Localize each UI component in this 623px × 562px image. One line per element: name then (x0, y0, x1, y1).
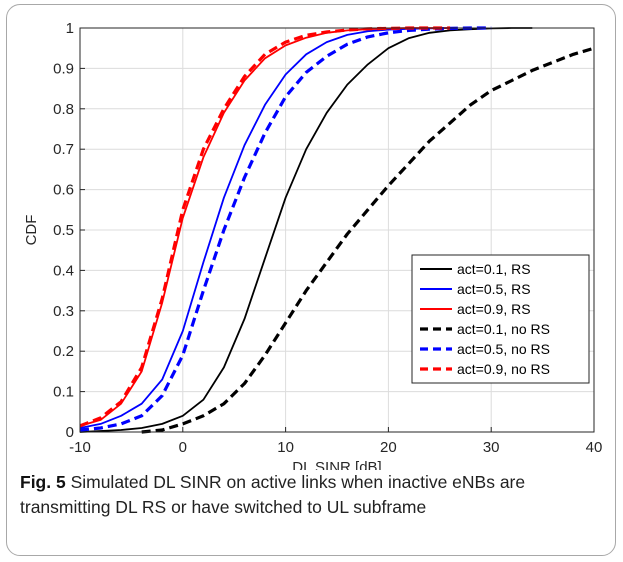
caption-label: Fig. 5 (20, 472, 66, 492)
x-tick-label: 40 (586, 439, 603, 456)
y-tick-label: 0.6 (53, 182, 74, 199)
y-tick-label: 0.2 (53, 343, 74, 360)
legend-label: act=0.1, RS (457, 261, 531, 277)
figure-caption: Fig. 5 Simulated DL SINR on active links… (20, 470, 605, 520)
y-tick-label: 0.5 (53, 222, 74, 239)
legend: act=0.1, RS act=0.5, RS act=0.9, RS act=0.1… (411, 254, 590, 384)
tick-labels: -10 0 10 20 30 4000.10.20.30.40.50.60.70.80.9… (53, 20, 602, 456)
y-tick-label: 0.1 (53, 384, 74, 401)
cdf-chart: -10 0 10 20 30 4000.10.20.30.40.50.60.70.80.9… (23, 20, 602, 470)
series-lines (79, 26, 595, 434)
series-line-2 (79, 27, 451, 429)
legend-label: act=0.9, RS (457, 301, 531, 317)
series-line-6 (79, 26, 451, 428)
y-tick-label: 0 (66, 424, 74, 441)
y-tick-label: 0.7 (53, 141, 74, 158)
legend-label: act=0.5, no RS (457, 341, 550, 357)
caption-text: Simulated DL SINR on active links when i… (20, 472, 526, 517)
x-tick-label: -10 (69, 439, 91, 456)
x-tick-label: 30 (483, 439, 500, 456)
series-line-4 (141, 46, 595, 434)
series-line-3 (79, 27, 451, 427)
x-tick-label: 10 (277, 439, 294, 456)
legend-box (411, 254, 590, 384)
x-tick-label: 0 (179, 439, 187, 456)
legend-label: act=0.5, RS (457, 281, 531, 297)
x-tick-label: 20 (380, 439, 397, 456)
legend-label: act=0.9, no RS (457, 361, 550, 377)
x-axis-label: DL SINR [dB] (292, 459, 381, 470)
y-tick-label: 0.8 (53, 101, 74, 118)
series-line-1 (79, 27, 533, 433)
y-tick-label: 0.4 (53, 262, 74, 279)
y-axis-label: CDF (23, 215, 40, 246)
legend-label: act=0.1, no RS (457, 321, 550, 337)
y-tick-label: 0.9 (53, 60, 74, 77)
y-tick-label: 0.3 (53, 303, 74, 320)
y-tick-label: 1 (66, 20, 74, 37)
